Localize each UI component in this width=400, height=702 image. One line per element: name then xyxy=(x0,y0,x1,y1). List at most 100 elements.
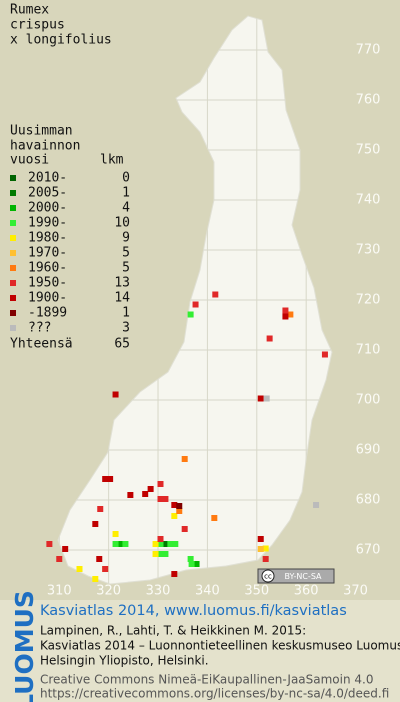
occurrence xyxy=(193,561,200,567)
x-tick-label: 340 xyxy=(195,584,220,599)
legend-label: 1970- xyxy=(28,246,67,261)
legend-swatch xyxy=(10,235,16,241)
y-tick-label: 680 xyxy=(356,493,381,508)
legend-label: 1960- xyxy=(28,261,67,276)
title: x longifolius xyxy=(10,33,112,48)
x-tick-label: 310 xyxy=(47,584,72,599)
x-tick-label: 320 xyxy=(96,584,121,599)
occurrence xyxy=(192,301,199,308)
y-tick-label: 670 xyxy=(356,543,381,558)
y-tick-label: 770 xyxy=(356,43,381,58)
y-tick-label: 700 xyxy=(356,393,381,408)
occurrence xyxy=(157,481,164,487)
title: crispus xyxy=(10,18,65,33)
occurrence xyxy=(117,541,124,547)
y-tick-label: 750 xyxy=(356,143,381,158)
legend-label: -1899 xyxy=(28,306,67,321)
cc-badge: cc BY-NC-SA xyxy=(257,568,335,584)
legend-count: 10 xyxy=(114,216,130,231)
occurrence xyxy=(321,351,328,358)
legend-label: 1950- xyxy=(28,276,67,291)
title: Rumex xyxy=(10,3,49,18)
legend-swatch xyxy=(10,265,16,271)
legend-label: ??? xyxy=(28,321,51,336)
occurrence xyxy=(181,526,188,532)
license: https://creativecommons.org/licenses/by-… xyxy=(40,687,389,701)
license: Creative Commons Nimeä-EiKaupallinen-Jaa… xyxy=(40,673,374,687)
citation: Kasviatlas 2014 – Luonnontieteellinen ke… xyxy=(40,639,400,653)
occurrence xyxy=(147,486,154,492)
occurrence xyxy=(171,513,178,519)
y-tick-label: 740 xyxy=(356,193,381,208)
x-tick-label: 330 xyxy=(146,584,171,599)
occurrence xyxy=(187,556,194,562)
citation: Helsingin Yliopisto, Helsinki. xyxy=(40,654,209,668)
occurrence xyxy=(257,546,264,552)
x-tick-label: 360 xyxy=(294,584,319,599)
occurrence xyxy=(167,541,174,547)
occurrence xyxy=(187,311,194,318)
occurrence xyxy=(162,541,169,547)
occurrence xyxy=(46,541,53,547)
occurrence xyxy=(157,551,164,557)
occurrence xyxy=(102,476,109,482)
occurrence xyxy=(157,496,164,502)
occurrence xyxy=(188,561,195,567)
occurrence xyxy=(181,456,188,462)
occurrence xyxy=(157,541,164,547)
occurrence xyxy=(262,545,269,552)
occurrence xyxy=(96,556,103,562)
occurrence xyxy=(107,476,114,482)
occurrence xyxy=(287,311,294,318)
occurrence xyxy=(257,395,264,402)
occurrence xyxy=(262,556,269,562)
legend: 2010- 0 2005- 1 2000- 4 1990- 10 1980- 9 1970- 5 196… xyxy=(10,171,130,336)
occurrence xyxy=(97,506,104,512)
occurrence xyxy=(127,492,134,498)
legend-count: 1 xyxy=(122,306,130,321)
legend-header: havainnon xyxy=(10,139,80,154)
legend-swatch xyxy=(10,295,16,301)
legend-swatch xyxy=(10,310,16,316)
legend-label: 2010- xyxy=(28,171,67,186)
y-tick-label: 710 xyxy=(356,343,381,358)
legend-label: 1990- xyxy=(28,216,67,231)
badge-text: cc xyxy=(264,573,272,581)
occurrence xyxy=(76,566,83,572)
legend-count: 0 xyxy=(122,171,130,186)
legend-swatch xyxy=(10,325,16,331)
legend-count: 14 xyxy=(114,291,130,306)
occurrence xyxy=(313,502,320,508)
occurrence xyxy=(152,551,159,557)
occurrence xyxy=(282,313,289,320)
y-tick-label: 730 xyxy=(356,243,381,258)
occurrence xyxy=(211,515,218,521)
legend-swatch xyxy=(10,205,16,211)
legend-count: 5 xyxy=(122,261,130,276)
y-tick-label: 690 xyxy=(356,443,381,458)
occurrence xyxy=(176,503,183,509)
logo: LUOMUS xyxy=(10,590,39,702)
legend-count: 9 xyxy=(122,231,130,246)
legend-count: 4 xyxy=(122,201,130,216)
occurrence xyxy=(266,335,273,342)
occurrence xyxy=(122,541,129,547)
legend-count: 13 xyxy=(114,276,130,291)
legend-header: lkm xyxy=(100,153,124,168)
legend-count: 5 xyxy=(122,246,130,261)
occurrence xyxy=(171,502,178,508)
legend-header: Uusimman xyxy=(10,124,73,139)
occurrence xyxy=(171,571,178,577)
occurrence xyxy=(142,491,149,497)
occurrence xyxy=(282,307,289,314)
occurrence xyxy=(112,541,119,547)
legend-header: vuosi xyxy=(10,153,49,168)
y-tick-label: 720 xyxy=(356,293,381,308)
legend-label: 1980- xyxy=(28,231,67,246)
y-tick-label: 760 xyxy=(356,93,381,108)
legend-count: 1 xyxy=(122,186,130,201)
occurrence xyxy=(162,496,169,502)
legend-swatch xyxy=(10,250,16,256)
badge-text: BY-NC-SA xyxy=(284,572,322,581)
legend-count: 3 xyxy=(122,321,130,336)
